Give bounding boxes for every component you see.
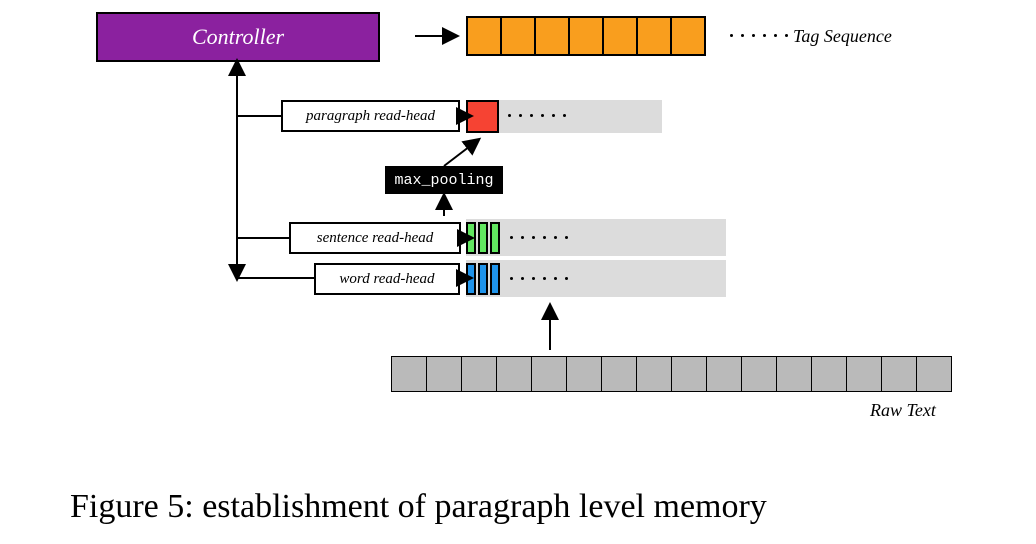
raw-text-cell [671,356,707,392]
sentence-track [466,219,726,256]
word-track [466,260,726,297]
figure-caption: Figure 5: establishment of paragraph lev… [70,488,767,526]
dot [510,236,513,239]
dot [565,236,568,239]
tag-cell [602,16,638,56]
small-cell [490,263,500,295]
sentence-read-head-label: sentence read-head [317,230,433,247]
tag-cell [670,16,706,56]
paragraph-read-head: paragraph read-head [281,100,460,132]
raw-text-cell [391,356,427,392]
tag-cell [636,16,672,56]
tag-cell [534,16,570,56]
diagram-canvas: Controller Tag Sequence paragraph read-h… [0,0,1036,544]
word-dots [510,277,568,280]
small-cell [478,222,488,254]
small-cell [466,222,476,254]
max-pooling-label: max_pooling [394,172,493,189]
dot [532,236,535,239]
raw-text-cell [916,356,952,392]
raw-text-cell [496,356,532,392]
dot [510,277,513,280]
dot [530,114,533,117]
raw-text-cell [776,356,812,392]
raw-text-cell [636,356,672,392]
tag-sequence-dots [730,34,788,37]
raw-text-cell [566,356,602,392]
sentence-read-head: sentence read-head [289,222,461,254]
sentence-cells [466,222,500,254]
raw-text-cells [391,356,952,392]
dot [763,34,766,37]
dot [541,114,544,117]
dot [552,114,555,117]
small-cell [466,263,476,295]
raw-text-cell [461,356,497,392]
dot [519,114,522,117]
word-cells [466,263,500,295]
paragraph-read-head-label: paragraph read-head [306,108,435,125]
dot [508,114,511,117]
dot [521,277,524,280]
word-read-head: word read-head [314,263,460,295]
paragraph-cell [466,100,499,133]
dot [554,277,557,280]
dot [741,34,744,37]
tag-sequence-label: Tag Sequence [793,26,892,47]
tag-cell [568,16,604,56]
paragraph-dots [508,114,566,117]
dot [532,277,535,280]
raw-text-cell [706,356,742,392]
dot [521,236,524,239]
raw-text-cell [601,356,637,392]
tag-cell [466,16,502,56]
dot [730,34,733,37]
controller-label: Controller [192,24,284,50]
dot [543,277,546,280]
max-pooling-box: max_pooling [385,166,503,194]
dot [543,236,546,239]
raw-text-cell [531,356,567,392]
small-cell [490,222,500,254]
word-read-head-label: word read-head [339,271,434,288]
dot [563,114,566,117]
tag-sequence-cells [466,16,706,56]
dot [752,34,755,37]
small-cell [478,263,488,295]
raw-text-cell [741,356,777,392]
dot [554,236,557,239]
tag-cell [500,16,536,56]
dot [785,34,788,37]
raw-text-cell [426,356,462,392]
dot [565,277,568,280]
raw-text-cell [811,356,847,392]
raw-text-cell [846,356,882,392]
dot [774,34,777,37]
raw-text-cell [881,356,917,392]
sentence-dots [510,236,568,239]
raw-text-label: Raw Text [870,400,936,421]
controller-box: Controller [96,12,380,62]
